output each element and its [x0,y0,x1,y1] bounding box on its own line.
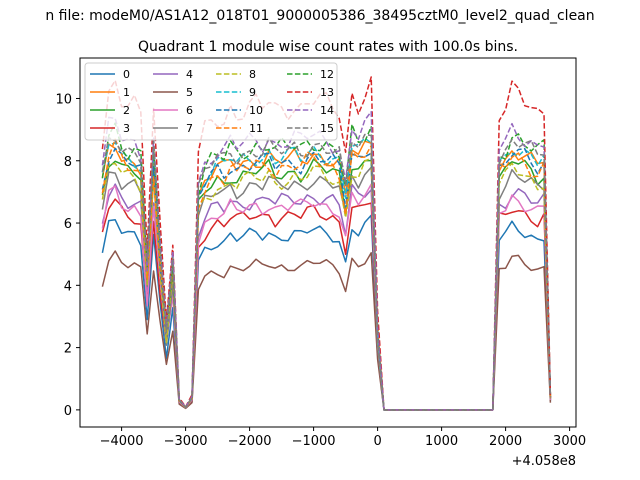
legend-label-8: 8 [249,68,256,81]
x-tick-label: 0 [373,434,381,449]
legend-label-11: 11 [249,122,263,135]
x-tick-label: 2000 [489,434,522,449]
legend-label-4: 4 [186,68,193,81]
legend-label-13: 13 [320,86,334,99]
legend-label-15: 15 [320,122,334,135]
y-axis: 0 2 4 6 8 10 [55,92,80,419]
legend-label-14: 14 [320,104,334,117]
plot-lines [101,76,552,411]
x-tick-label: 3000 [553,434,586,449]
axes-frame [79,57,577,428]
legend-label-5: 5 [186,86,193,99]
figure-suptitle: n file: modeM0/AS1A12_018T01_9000005386_… [45,8,594,24]
legend-label-1: 1 [123,86,130,99]
legend-label-12: 12 [320,68,334,81]
x-tick-label: 1000 [425,434,458,449]
y-tick-label: 0 [64,404,72,419]
legend-label-6: 6 [186,104,193,117]
legend-label-10: 10 [249,104,263,117]
y-tick-label: 10 [55,92,72,107]
legend-label-7: 7 [186,122,193,135]
legend-label-0: 0 [123,68,130,81]
x-tick-label: −2000 [228,434,272,449]
chart-title: Quadrant 1 module wise count rates with … [138,39,518,55]
legend-label-2: 2 [123,104,130,117]
y-tick-label: 4 [64,279,72,294]
x-tick-label: −3000 [164,434,208,449]
series-line-15 [101,133,552,411]
legend-frame [84,62,338,141]
x-offset-text: +4.058e8 [512,454,576,469]
y-tick-label: 2 [64,342,72,357]
legend-label-9: 9 [249,86,256,99]
x-tick-label: −4000 [100,434,144,449]
x-tick-label: −1000 [292,434,336,449]
y-tick-label: 8 [64,155,72,170]
series-line-14 [101,110,552,411]
y-tick-label: 6 [64,217,72,232]
x-axis: −4000 −3000 −2000 −1000 0 1000 2000 3000 [100,427,586,449]
legend-label-3: 3 [123,122,130,135]
